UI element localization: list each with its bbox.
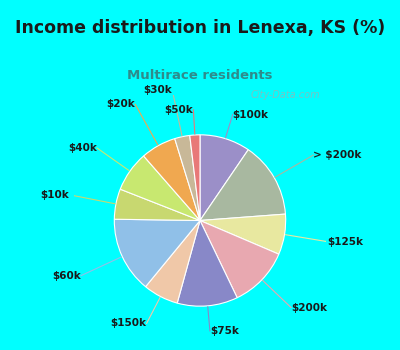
Text: $100k: $100k [233, 110, 269, 120]
Wedge shape [146, 220, 200, 303]
Text: $200k: $200k [291, 302, 327, 313]
Wedge shape [200, 220, 279, 298]
Wedge shape [175, 135, 200, 220]
Wedge shape [190, 135, 200, 220]
Wedge shape [177, 220, 237, 306]
Text: City-Data.com: City-Data.com [251, 90, 320, 99]
Wedge shape [120, 156, 200, 220]
Wedge shape [144, 139, 200, 220]
Text: > $200k: > $200k [314, 150, 362, 160]
Text: $30k: $30k [144, 85, 172, 95]
Text: Income distribution in Lenexa, KS (%): Income distribution in Lenexa, KS (%) [15, 19, 385, 37]
Wedge shape [200, 135, 248, 220]
Wedge shape [114, 219, 200, 287]
Text: $10k: $10k [41, 190, 70, 200]
Text: $40k: $40k [68, 143, 97, 153]
Text: $20k: $20k [106, 99, 135, 109]
Wedge shape [200, 214, 286, 254]
Text: $125k: $125k [327, 237, 363, 247]
Wedge shape [114, 189, 200, 220]
Text: $150k: $150k [111, 318, 147, 328]
Text: $75k: $75k [210, 326, 239, 336]
Text: $60k: $60k [52, 271, 81, 281]
Text: $50k: $50k [165, 105, 193, 115]
Text: Multirace residents: Multirace residents [127, 69, 273, 82]
Wedge shape [200, 150, 286, 220]
